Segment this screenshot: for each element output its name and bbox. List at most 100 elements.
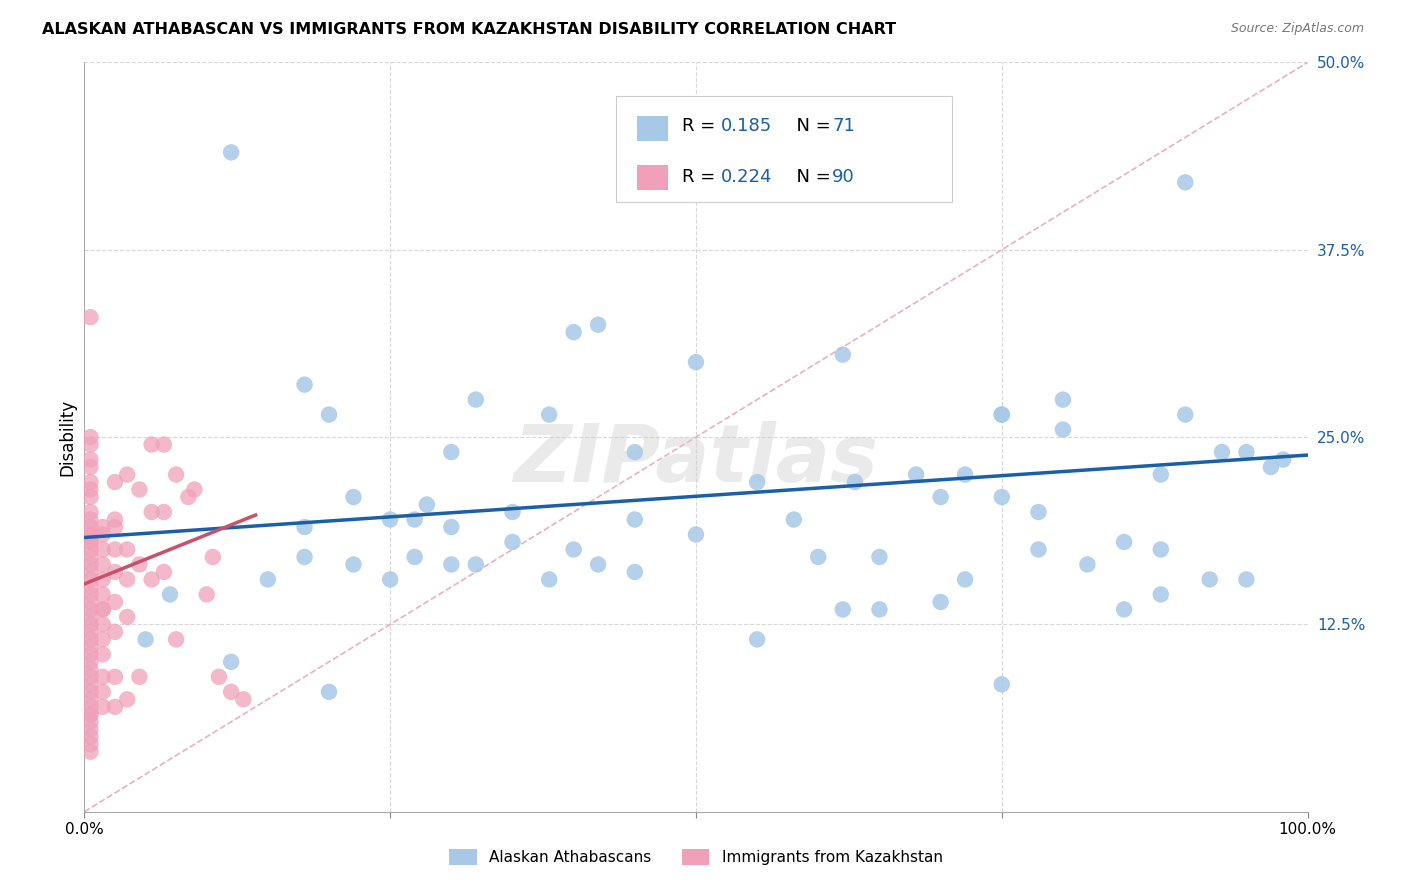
Point bbox=[79, 723, 101, 737]
Point bbox=[201, 549, 224, 564]
Point bbox=[257, 573, 280, 587]
Point bbox=[991, 408, 1014, 422]
Point bbox=[1114, 535, 1136, 549]
Point bbox=[79, 460, 101, 475]
Text: R =: R = bbox=[682, 169, 721, 186]
Point bbox=[79, 595, 101, 609]
Point bbox=[104, 624, 127, 639]
Point bbox=[79, 602, 101, 616]
Point bbox=[747, 475, 769, 489]
Point bbox=[153, 505, 176, 519]
Point bbox=[869, 602, 891, 616]
Point bbox=[79, 699, 101, 714]
Point bbox=[128, 558, 150, 572]
Point bbox=[79, 535, 101, 549]
Point bbox=[1150, 542, 1173, 557]
Point bbox=[79, 520, 101, 534]
Point bbox=[1174, 408, 1197, 422]
Point bbox=[502, 505, 524, 519]
Point bbox=[79, 430, 101, 444]
Point bbox=[104, 520, 127, 534]
Point bbox=[562, 325, 585, 339]
Point bbox=[1260, 460, 1282, 475]
Point bbox=[91, 670, 114, 684]
Point bbox=[128, 670, 150, 684]
Point bbox=[177, 490, 200, 504]
Point bbox=[159, 587, 181, 601]
Point bbox=[342, 490, 364, 504]
Point bbox=[91, 520, 114, 534]
Point bbox=[1211, 445, 1233, 459]
Point bbox=[624, 445, 647, 459]
Point bbox=[1114, 602, 1136, 616]
Point bbox=[929, 595, 952, 609]
Point bbox=[79, 527, 101, 541]
Point bbox=[79, 670, 101, 684]
Point bbox=[115, 610, 138, 624]
Text: 0.224: 0.224 bbox=[721, 169, 773, 186]
Point bbox=[1236, 445, 1258, 459]
Point bbox=[79, 707, 101, 722]
Point bbox=[91, 685, 114, 699]
Point bbox=[104, 595, 127, 609]
Point bbox=[905, 467, 928, 482]
Text: ZIPatlas: ZIPatlas bbox=[513, 420, 879, 499]
Text: Source: ZipAtlas.com: Source: ZipAtlas.com bbox=[1230, 22, 1364, 36]
Point bbox=[747, 632, 769, 647]
Point bbox=[153, 437, 176, 451]
Point bbox=[79, 505, 101, 519]
Point bbox=[135, 632, 157, 647]
Point bbox=[128, 483, 150, 497]
Point bbox=[464, 392, 486, 407]
Point bbox=[1198, 573, 1220, 587]
Point bbox=[104, 670, 127, 684]
Point bbox=[79, 535, 101, 549]
Point bbox=[79, 655, 101, 669]
Point bbox=[79, 549, 101, 564]
Text: N =: N = bbox=[785, 117, 837, 135]
Point bbox=[165, 632, 187, 647]
Point bbox=[79, 677, 101, 691]
Text: 71: 71 bbox=[832, 117, 855, 135]
Point bbox=[294, 520, 316, 534]
Point bbox=[115, 542, 138, 557]
Point bbox=[141, 437, 163, 451]
Legend: Alaskan Athabascans, Immigrants from Kazakhstan: Alaskan Athabascans, Immigrants from Kaz… bbox=[443, 843, 949, 871]
Point bbox=[685, 355, 707, 369]
Point bbox=[79, 624, 101, 639]
Point bbox=[232, 692, 254, 706]
Point bbox=[91, 617, 114, 632]
Point bbox=[219, 145, 242, 160]
Point bbox=[79, 707, 101, 722]
Point bbox=[79, 310, 101, 325]
Point bbox=[104, 475, 127, 489]
Point bbox=[562, 542, 585, 557]
Point bbox=[416, 498, 439, 512]
Point bbox=[219, 655, 242, 669]
Point bbox=[79, 692, 101, 706]
Point bbox=[1272, 452, 1295, 467]
Point bbox=[79, 558, 101, 572]
Point bbox=[294, 377, 316, 392]
Point bbox=[195, 587, 218, 601]
Point bbox=[1028, 505, 1050, 519]
Point bbox=[1076, 558, 1098, 572]
Point bbox=[115, 692, 138, 706]
Point bbox=[953, 467, 976, 482]
Point bbox=[783, 512, 806, 526]
Point bbox=[79, 587, 101, 601]
Point bbox=[104, 565, 127, 579]
Point bbox=[538, 573, 561, 587]
Point bbox=[79, 632, 101, 647]
Point bbox=[79, 483, 101, 497]
Point bbox=[991, 490, 1014, 504]
Point bbox=[404, 512, 426, 526]
Point bbox=[79, 490, 101, 504]
Point bbox=[91, 587, 114, 601]
Point bbox=[404, 549, 426, 564]
Point bbox=[79, 565, 101, 579]
Point bbox=[79, 737, 101, 751]
Point bbox=[79, 512, 101, 526]
Point bbox=[79, 475, 101, 489]
Point bbox=[586, 558, 609, 572]
